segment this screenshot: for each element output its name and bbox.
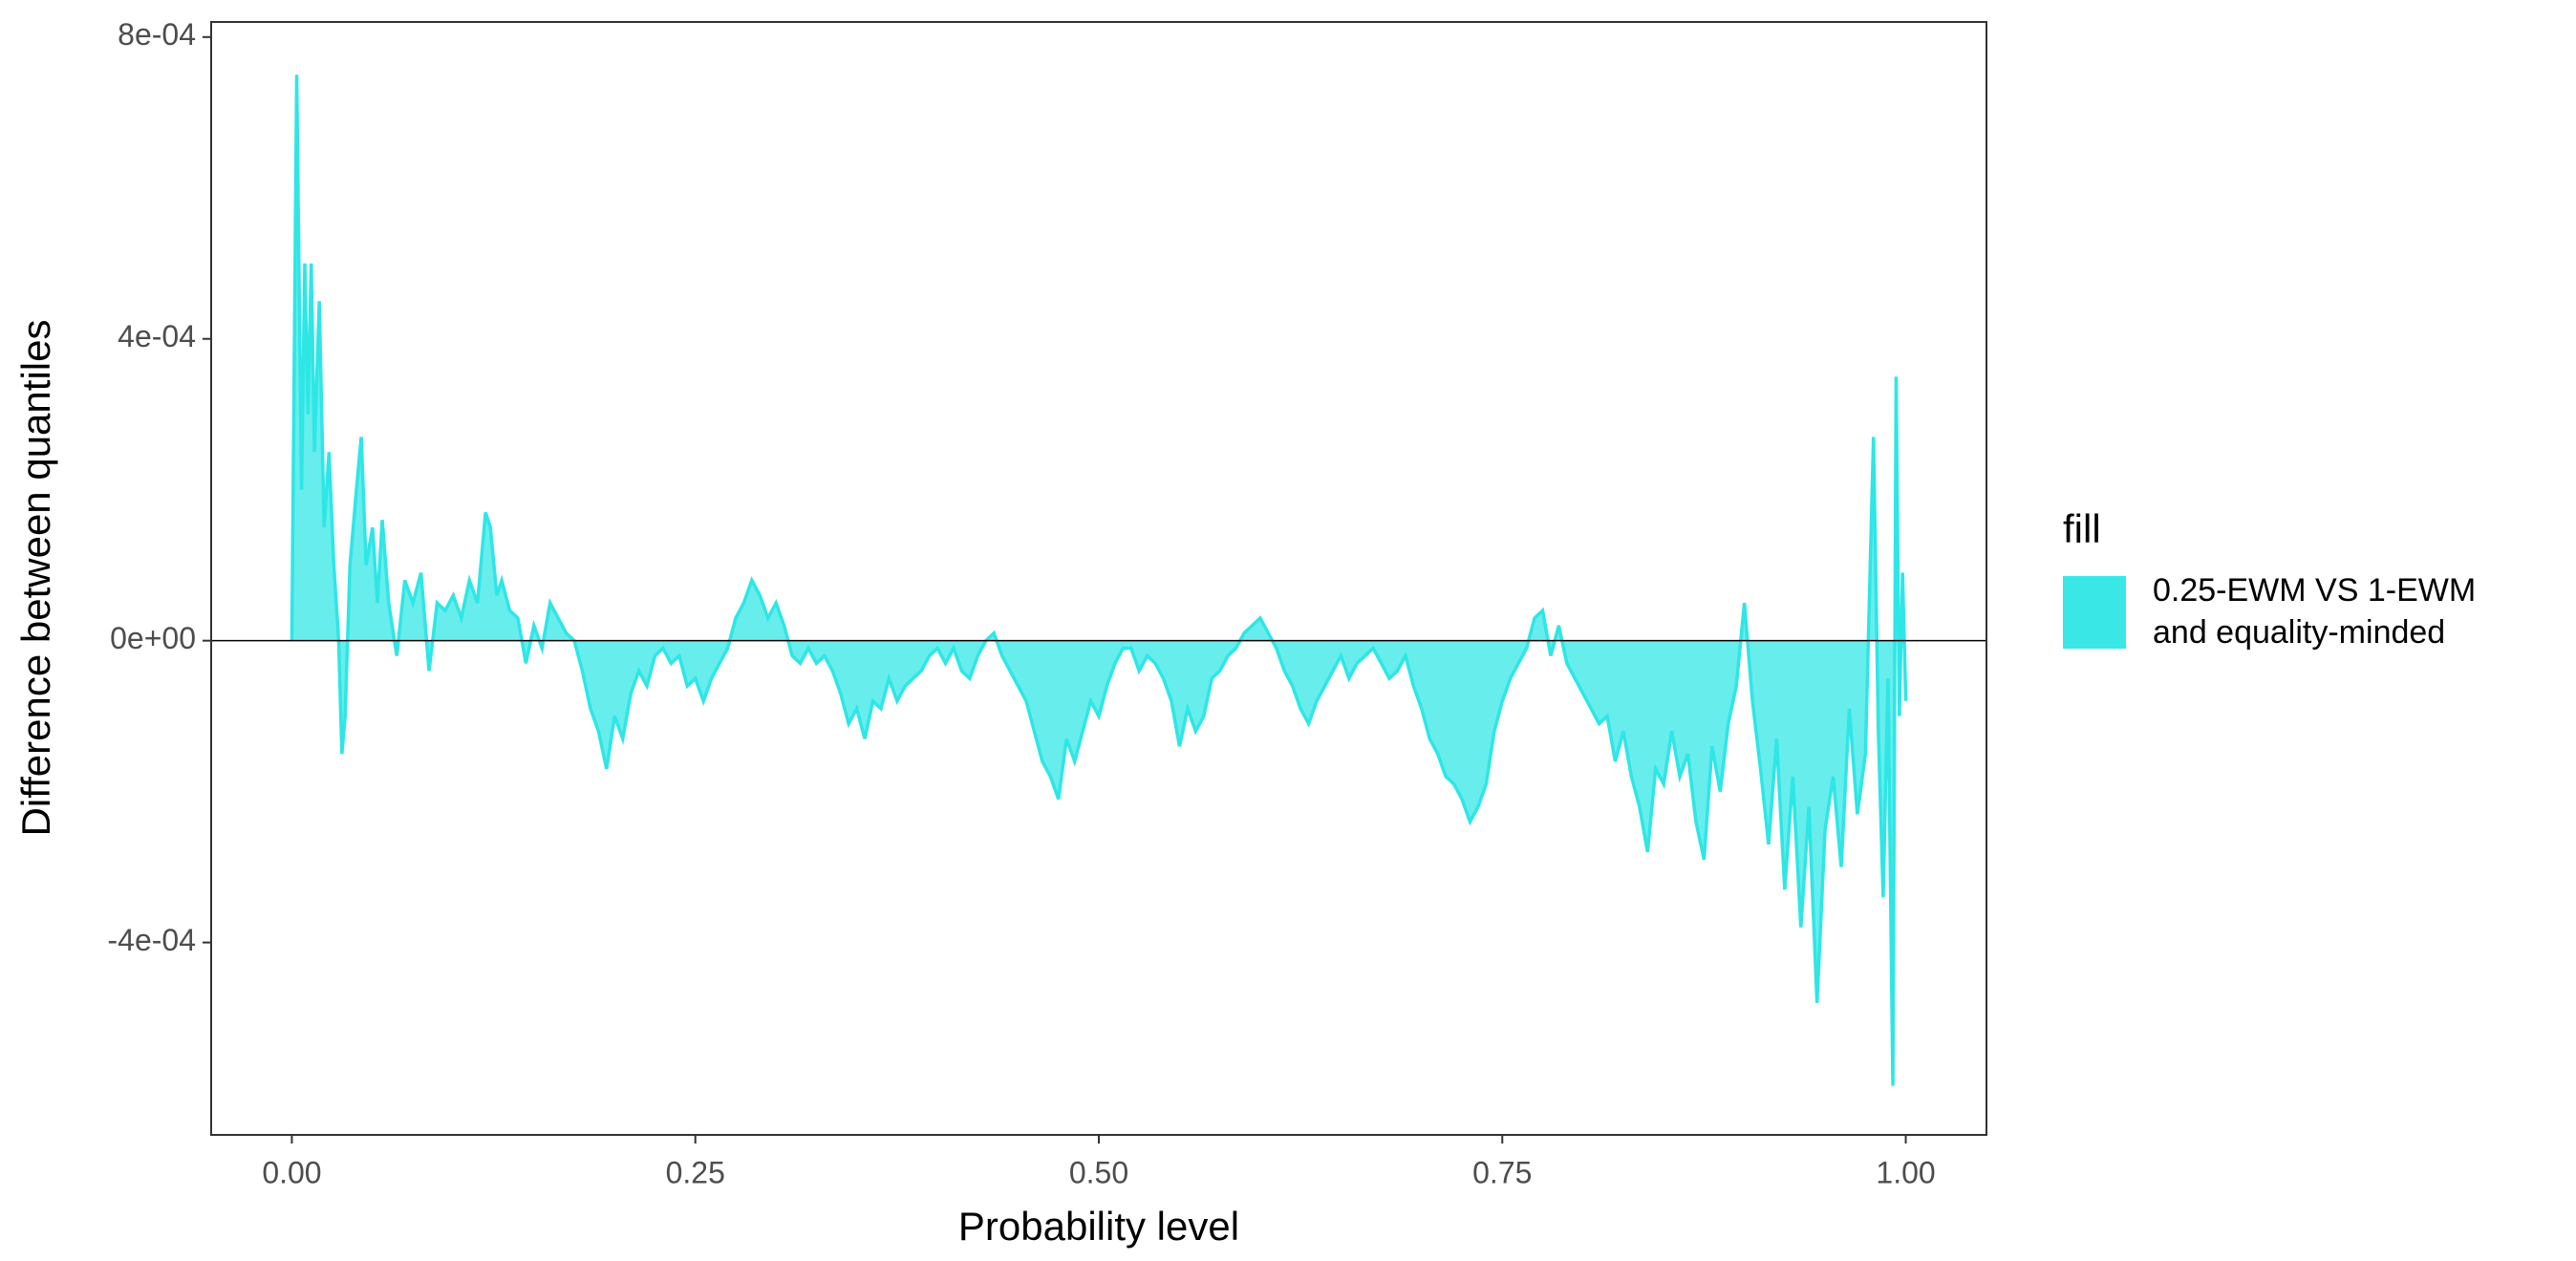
legend-label: 0.25-EWM VS 1-EWM and equality-minded [2153,572,2477,651]
line [290,75,1908,1086]
y-tick-label: 4e-04 [118,319,196,353]
y-tick-label: 8e-04 [118,17,196,52]
x-tick-label: 0.75 [1472,1155,1532,1189]
x-axis-title: Probability level [958,1204,1239,1249]
area [291,75,1906,1086]
x-tick-label: 0.50 [1069,1155,1128,1189]
y-tick-label: -4e-04 [108,923,197,957]
legend-title: fill [2063,506,2101,551]
legend-key [2063,576,2126,649]
y-axis-title: Difference between quantiles [13,320,58,837]
panel-border [210,21,1987,1136]
y-tick-label: 0e+00 [110,621,196,655]
x-tick-label: 0.25 [666,1155,725,1189]
x-tick-label: 1.00 [1876,1155,1935,1189]
x-tick-label: 0.00 [262,1155,321,1189]
